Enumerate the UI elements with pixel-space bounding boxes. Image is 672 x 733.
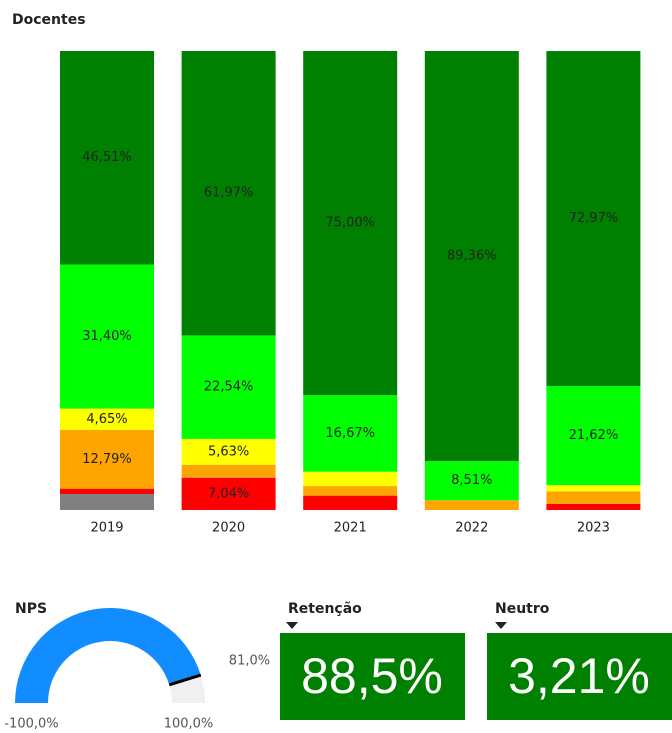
x-tick-label: 2022 [455,521,488,536]
data-label: 16,67% [325,426,375,441]
data-label: 4,65% [86,412,127,427]
gauge-tick-label: -100,0% [4,717,58,732]
data-label: 61,97% [204,186,254,201]
x-tick-label: 2020 [212,521,245,536]
bar-segment [60,493,154,510]
kpi-value: 88,5% [301,648,443,704]
data-label: 75,00% [325,216,375,231]
data-label: 89,36% [447,249,497,264]
kpi-card [280,633,465,720]
data-label: 5,63% [208,444,249,459]
data-label: 31,40% [82,329,132,344]
bar-segment [60,429,154,489]
kpi-title: Neutro [495,601,550,617]
bar-segment [303,395,398,472]
data-label: 12,79% [82,452,132,467]
kpi-value: 3,21% [508,648,650,704]
x-tick-label: 2019 [90,521,123,536]
gauge-value: 81,0% [229,654,270,669]
bar-segment [60,51,154,265]
gauge-tick-label: 100,0% [164,717,214,732]
data-label: 7,04% [208,486,249,501]
bar-segment [60,264,154,409]
bar-segment [181,51,276,336]
caret [286,622,298,629]
bar-segment [181,438,276,465]
x-tick-label: 2023 [577,521,610,536]
data-label: 8,51% [451,473,492,488]
data-label: 72,97% [569,211,619,226]
kpi-card [487,633,672,720]
data-label: 21,62% [569,428,619,443]
gauge-fill [15,608,201,703]
caret [495,622,507,629]
bar-segment [303,50,398,396]
kpi-title: Retenção [288,601,362,617]
bar-segment [181,464,276,478]
gauge-title: NPS [15,601,47,617]
bar-segment [181,477,276,510]
bar-segment [181,335,276,439]
data-label: 22,54% [204,380,254,395]
bar-segment [546,491,641,504]
bar-segment [546,385,641,486]
bar-segment [424,51,519,462]
bar-segment [303,471,398,487]
data-label: 46,51% [82,150,132,165]
bar-segment [60,488,154,494]
bar-segment [546,51,641,386]
x-tick-label: 2021 [334,521,367,536]
bar-segment [546,485,641,492]
bar-segment [424,500,519,510]
bar-segment [546,503,641,510]
bar-segment [424,461,519,501]
gauge-needle [168,673,202,687]
bar-segment [303,495,398,510]
bar-segment [303,486,398,496]
bar-segment [60,408,154,430]
chart-title: Docentes [12,12,86,28]
